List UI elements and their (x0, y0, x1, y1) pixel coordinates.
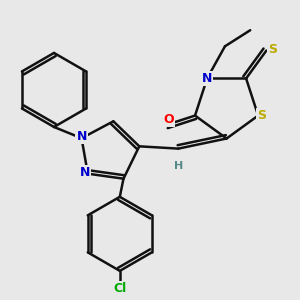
Text: N: N (76, 130, 87, 143)
Text: O: O (164, 113, 175, 126)
Text: Cl: Cl (113, 282, 126, 295)
Text: N: N (202, 72, 212, 85)
Text: H: H (174, 161, 183, 172)
Text: N: N (80, 166, 90, 179)
Text: S: S (268, 43, 277, 56)
Text: S: S (257, 109, 266, 122)
